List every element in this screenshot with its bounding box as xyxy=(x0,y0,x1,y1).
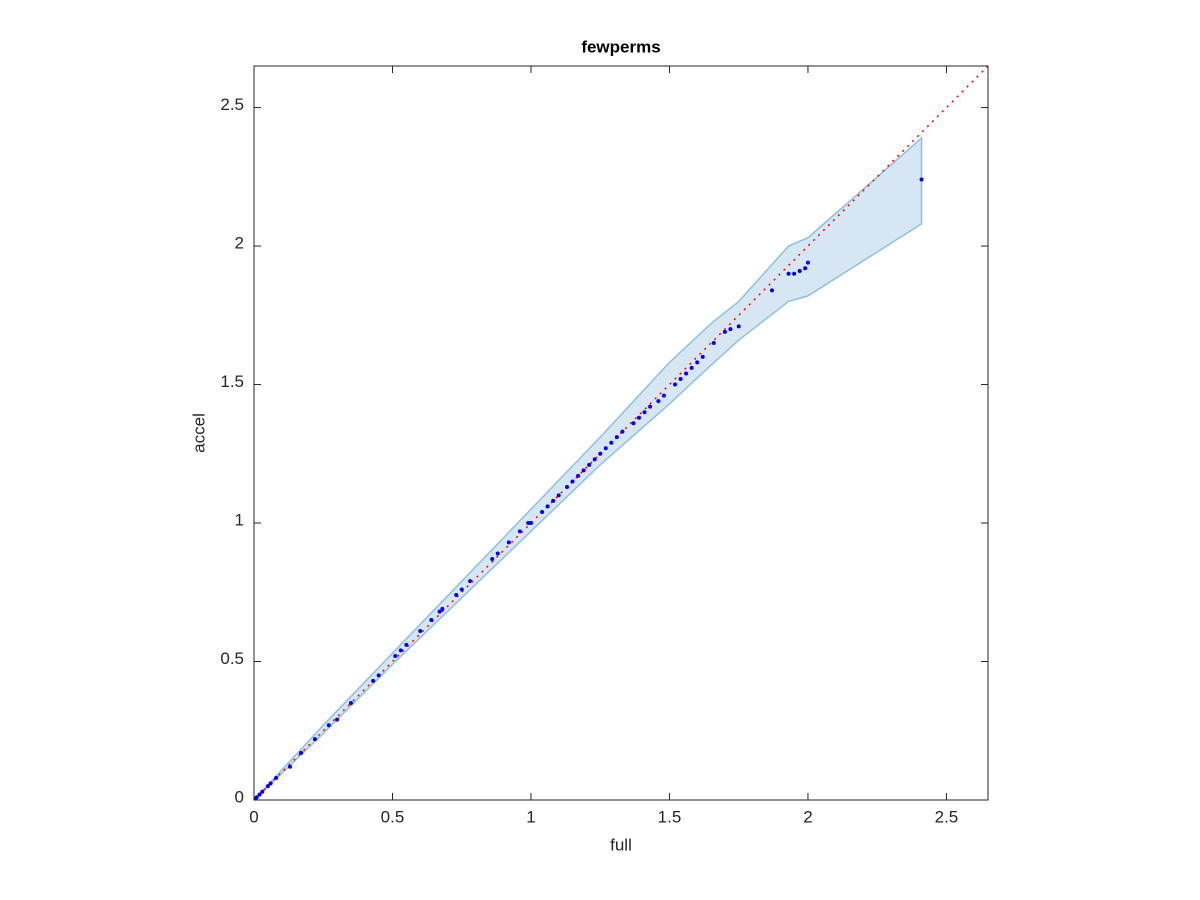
data-point xyxy=(919,177,924,182)
data-point xyxy=(656,399,661,404)
data-point xyxy=(736,324,741,329)
data-point xyxy=(371,678,376,683)
data-point xyxy=(254,795,259,800)
data-point xyxy=(429,617,434,622)
data-point xyxy=(506,540,511,545)
data-point xyxy=(348,701,353,706)
data-point xyxy=(265,784,270,789)
x-tick-label: 1.5 xyxy=(658,807,682,826)
plot-frame xyxy=(253,65,989,801)
data-point xyxy=(257,792,262,797)
x-axis-label: full xyxy=(610,835,632,854)
data-point xyxy=(797,268,802,273)
chart-title: fewperms xyxy=(581,37,660,56)
data-point xyxy=(695,360,700,365)
x-tick-label: 2.5 xyxy=(935,807,959,826)
data-point xyxy=(459,587,464,592)
data-point xyxy=(528,521,533,526)
data-point xyxy=(545,504,550,509)
y-tick-label: 2 xyxy=(235,234,244,253)
data-point xyxy=(570,479,575,484)
data-point xyxy=(288,764,293,769)
x-tick-label: 1 xyxy=(526,807,535,826)
data-point xyxy=(335,717,340,722)
data-point xyxy=(722,329,727,334)
data-point xyxy=(398,648,403,653)
y-tick-label: 1.5 xyxy=(220,372,244,391)
data-point xyxy=(581,468,586,473)
data-point xyxy=(620,429,625,434)
data-point xyxy=(312,737,317,742)
data-point xyxy=(490,557,495,562)
x-tick-label: 2 xyxy=(803,807,812,826)
data-point xyxy=(637,415,642,420)
data-point xyxy=(564,485,569,490)
data-point xyxy=(792,271,797,276)
data-point xyxy=(803,266,808,271)
data-point xyxy=(661,393,666,398)
data-point xyxy=(556,493,561,498)
data-point xyxy=(274,775,279,780)
y-axis-label: accel xyxy=(189,413,208,453)
data-point xyxy=(728,327,733,332)
data-point xyxy=(642,410,647,415)
data-point xyxy=(700,354,705,359)
data-point xyxy=(805,260,810,265)
data-point xyxy=(684,371,689,376)
data-point xyxy=(268,781,273,786)
data-point xyxy=(609,440,614,445)
y-tick-label: 0 xyxy=(235,787,244,806)
data-point xyxy=(587,462,592,467)
data-point xyxy=(648,404,653,409)
data-point xyxy=(576,473,581,478)
data-point xyxy=(299,750,304,755)
data-point xyxy=(418,629,423,634)
data-point xyxy=(454,593,459,598)
data-point xyxy=(551,498,556,503)
data-point xyxy=(786,271,791,276)
y-tick-label: 0.5 xyxy=(220,649,244,668)
data-point xyxy=(769,288,774,293)
data-point xyxy=(404,642,409,647)
data-point xyxy=(673,382,678,387)
data-point xyxy=(517,529,522,534)
data-point xyxy=(440,606,445,611)
data-point xyxy=(326,723,331,728)
data-point xyxy=(678,376,683,381)
data-point xyxy=(711,340,716,345)
data-point xyxy=(376,673,381,678)
data-point xyxy=(540,509,545,514)
data-point xyxy=(592,457,597,462)
data-point xyxy=(614,435,619,440)
data-point xyxy=(393,653,398,658)
y-tick-label: 2.5 xyxy=(220,95,244,114)
data-point xyxy=(495,551,500,556)
data-point xyxy=(437,609,442,614)
x-tick-label: 0.5 xyxy=(381,807,405,826)
data-point xyxy=(598,451,603,456)
data-point xyxy=(526,521,531,526)
x-tick-label: 0 xyxy=(249,807,258,826)
data-point xyxy=(468,579,473,584)
data-point xyxy=(689,365,694,370)
data-point xyxy=(260,789,265,794)
data-point xyxy=(631,421,636,426)
y-tick-label: 1 xyxy=(235,511,244,530)
data-point xyxy=(603,446,608,451)
